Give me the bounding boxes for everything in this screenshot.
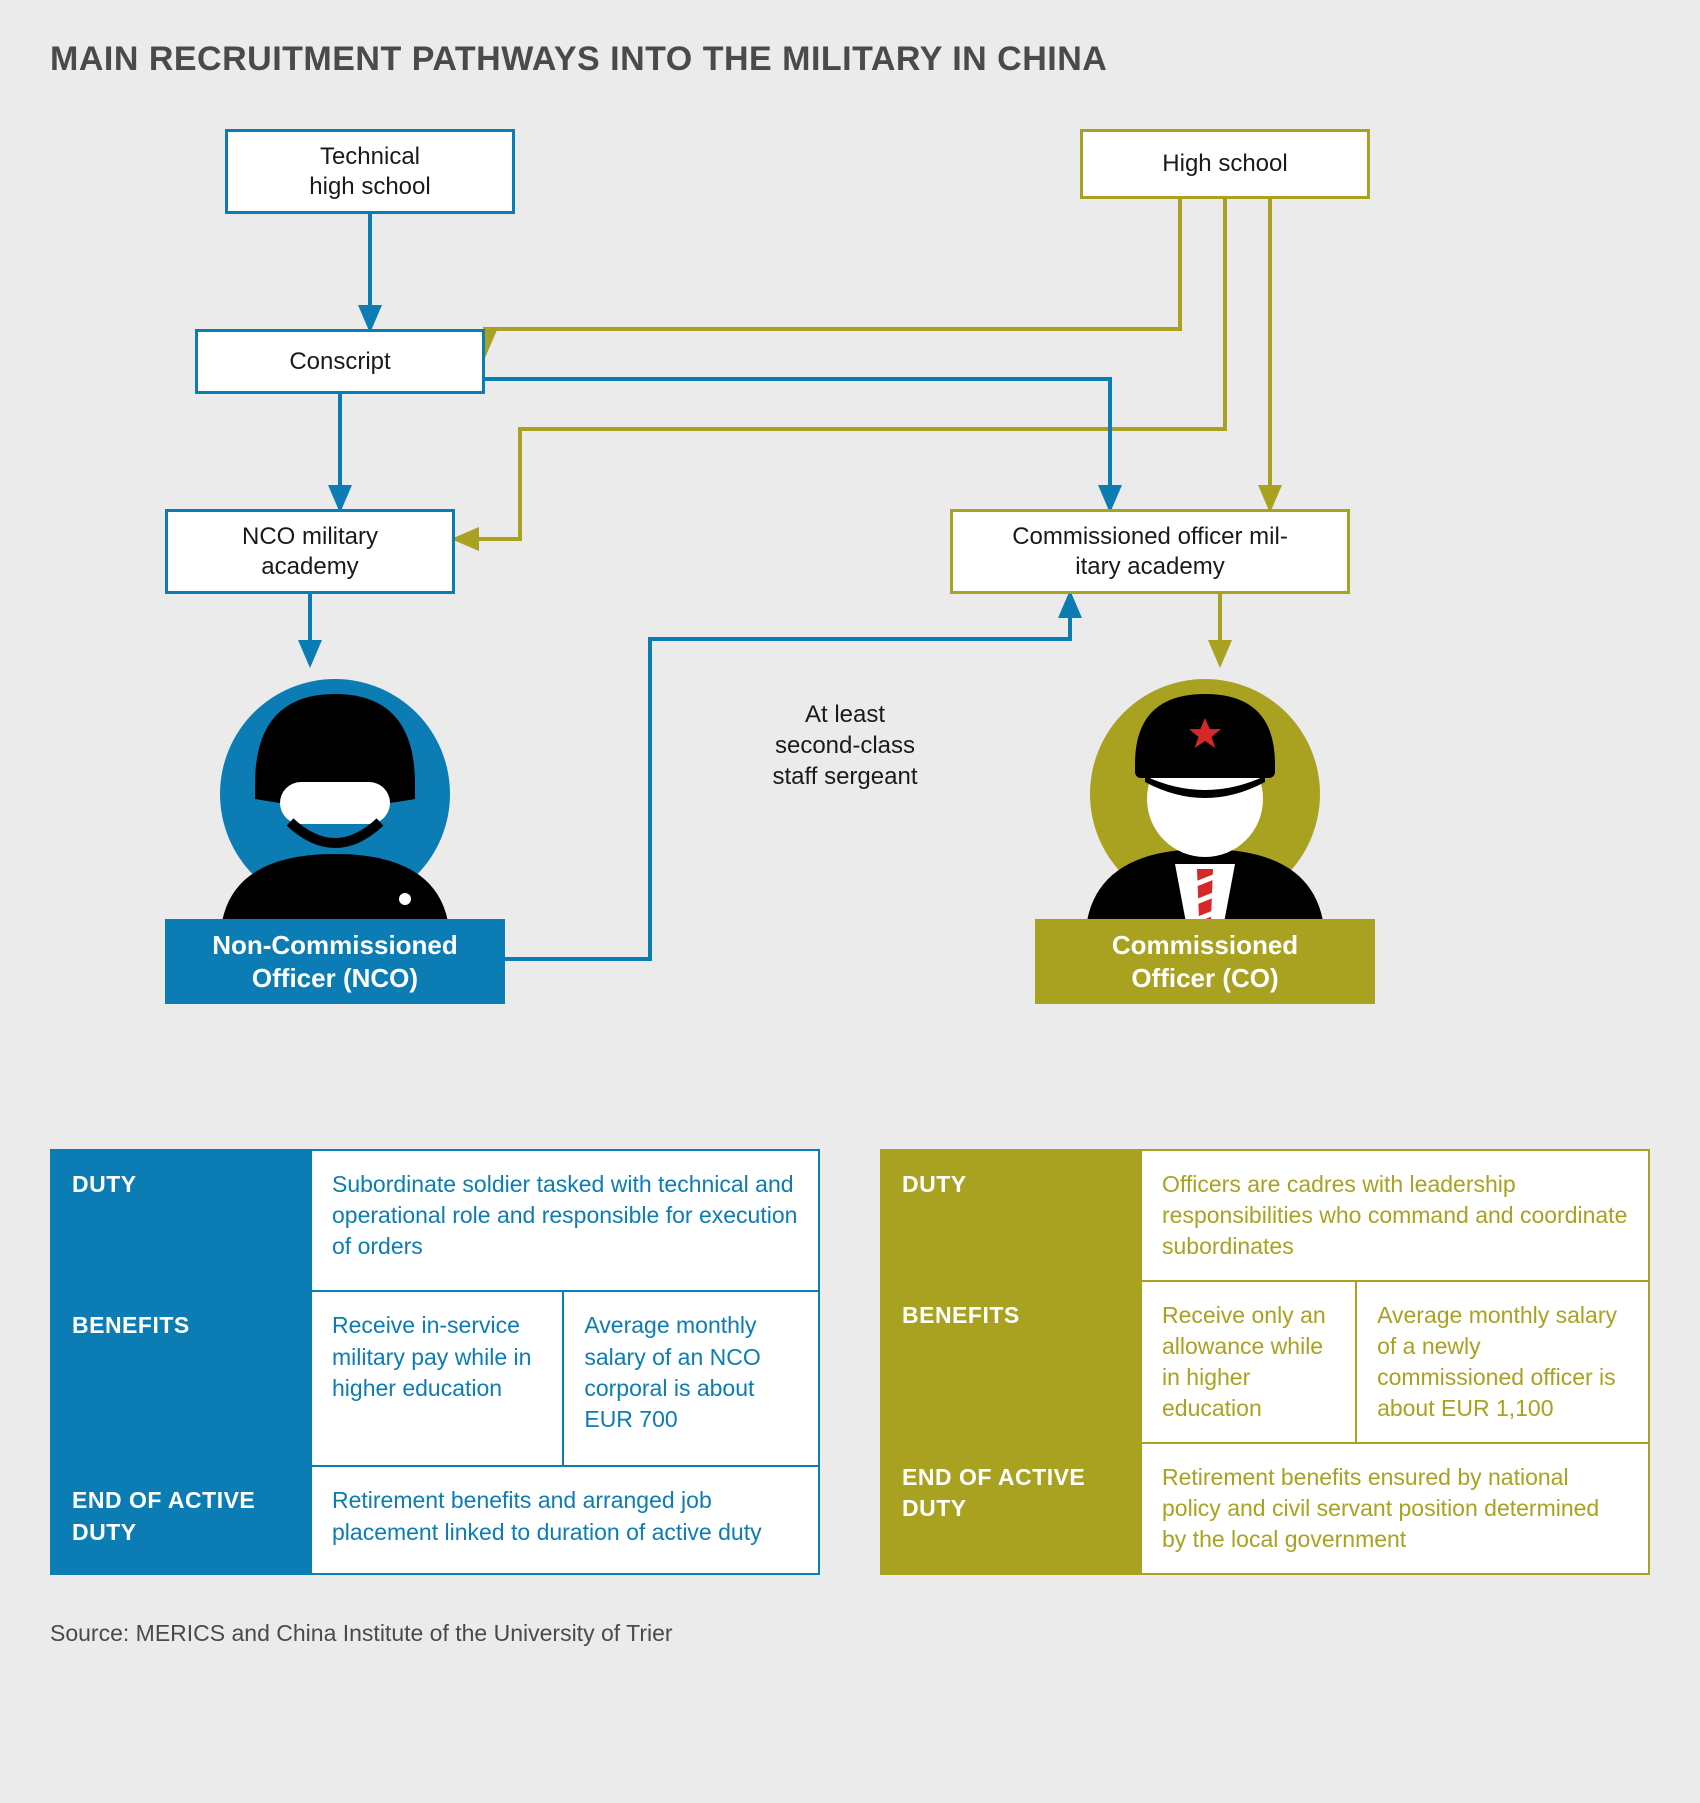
nco-duty-header: DUTY [51, 1150, 311, 1291]
nco-duty-value: Subordinate soldier tasked with technica… [311, 1150, 819, 1291]
nco-benefits-header: BENEFITS [51, 1291, 311, 1466]
nco-benefits-value-2: Average monthly salary of an NCO corpora… [563, 1291, 819, 1466]
nco-end-value: Retirement benefits and arranged job pla… [311, 1466, 819, 1574]
node-co-academy: Commissioned officer mil-itary academy [950, 509, 1350, 594]
table-nco: DUTY Subordinate soldier tasked with tec… [50, 1149, 820, 1575]
label-nco-role: Non-CommissionedOfficer (NCO) [165, 919, 505, 1004]
node-high-school: High school [1080, 129, 1370, 199]
label-co-role: CommissionedOfficer (CO) [1035, 919, 1375, 1004]
co-duty-value: Officers are cadres with leadership resp… [1141, 1150, 1649, 1281]
co-benefits-value-1: Receive only an allowance while in highe… [1141, 1281, 1356, 1443]
node-conscript: Conscript [195, 329, 485, 394]
table-co: DUTY Officers are cadres with leadership… [880, 1149, 1650, 1575]
nco-end-header: END OF ACTIVE DUTY [51, 1466, 311, 1574]
flow-diagram: Technicalhigh school High school Conscri… [50, 119, 1650, 1139]
figure-nco [180, 664, 490, 949]
node-nco-academy: NCO militaryacademy [165, 509, 455, 594]
label-staff-sergeant: At leastsecond-classstaff sergeant [730, 699, 960, 793]
node-technical-high-school: Technicalhigh school [225, 129, 515, 214]
tables-row: DUTY Subordinate soldier tasked with tec… [50, 1149, 1650, 1575]
page-title: MAIN RECRUITMENT PATHWAYS INTO THE MILIT… [50, 40, 1650, 79]
co-benefits-header: BENEFITS [881, 1281, 1141, 1443]
nco-benefits-value-1: Receive in-service military pay while in… [311, 1291, 563, 1466]
figure-co [1050, 664, 1360, 949]
co-end-value: Retirement benefits ensured by national … [1141, 1443, 1649, 1574]
co-benefits-value-2: Average monthly salary of a newly commis… [1356, 1281, 1649, 1443]
co-duty-header: DUTY [881, 1150, 1141, 1281]
co-end-header: END OF ACTIVE DUTY [881, 1443, 1141, 1574]
source-text: Source: MERICS and China Institute of th… [50, 1620, 1650, 1647]
